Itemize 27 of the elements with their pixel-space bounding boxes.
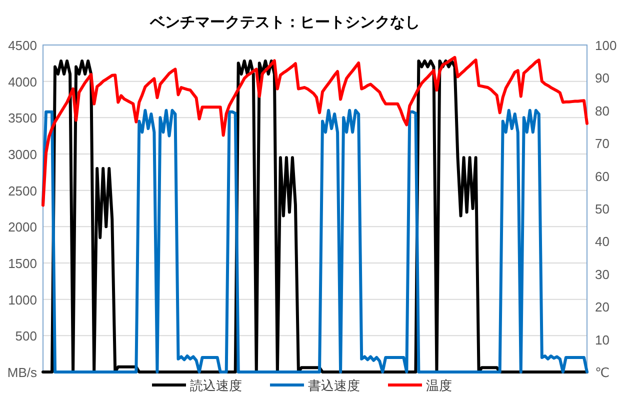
- y2-tick-label: 90: [595, 70, 610, 86]
- legend-label: 温度: [426, 378, 452, 393]
- y2-tick-label: 20: [595, 300, 610, 315]
- y-tick-label: 500: [15, 328, 37, 344]
- y2-tick-label: 30: [595, 266, 610, 282]
- y-tick-label: 2000: [8, 220, 37, 235]
- y2-tick-label: 60: [595, 168, 610, 184]
- y-tick-label: 3500: [8, 110, 37, 126]
- y-tick-label: 3000: [8, 147, 37, 162]
- y2-tick-label: 50: [595, 202, 610, 216]
- y-tick-label: 2500: [8, 183, 37, 198]
- y2-tick-label: ℃: [595, 365, 610, 380]
- line-series: [42, 108, 588, 374]
- y2-tick-label: 10: [595, 332, 610, 348]
- y2-tick-label: 100: [595, 38, 617, 53]
- y-tick-label: 1500: [8, 256, 37, 271]
- y2-tick-label: 70: [595, 136, 610, 152]
- line-series: [42, 56, 588, 207]
- y-tick-label: 4000: [8, 74, 37, 90]
- y-tick-label: 1000: [8, 292, 37, 308]
- y-tick-label: MB/s: [7, 365, 38, 380]
- y-tick-label: 4500: [8, 38, 37, 53]
- chart-title: ベンチマークテスト：ヒートシンクなし: [149, 14, 420, 31]
- legend-label: 読込速度: [190, 378, 242, 393]
- y2-tick-label: 80: [595, 103, 610, 118]
- y2-tick-label: 40: [595, 234, 610, 250]
- legend-label: 書込速度: [308, 378, 360, 393]
